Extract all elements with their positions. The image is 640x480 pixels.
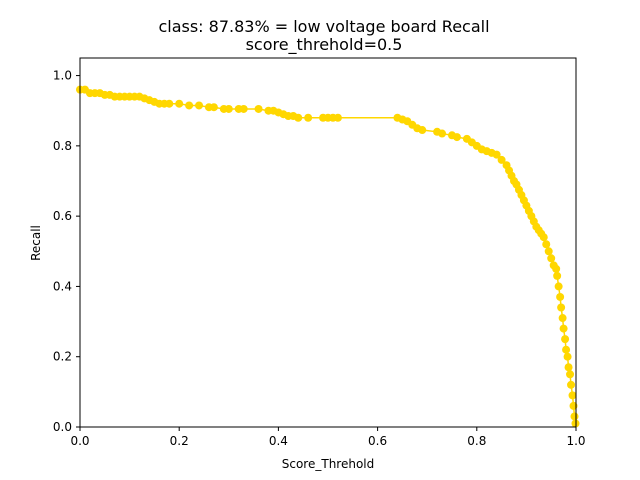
y-tick-label: 0.4 <box>53 279 72 293</box>
data-point <box>224 104 233 113</box>
data-point <box>570 412 579 421</box>
data-point <box>566 370 575 379</box>
x-tick-label: 0.6 <box>368 434 387 448</box>
data-point <box>542 240 551 249</box>
data-point <box>544 247 553 256</box>
data-point <box>492 150 501 159</box>
data-point <box>559 324 568 333</box>
data-point <box>418 126 427 135</box>
data-point <box>556 292 565 301</box>
y-tick-label: 0.8 <box>53 139 72 153</box>
data-point <box>547 254 556 263</box>
data-point <box>209 103 218 112</box>
data-point <box>254 104 263 113</box>
data-point <box>304 113 313 122</box>
data-point <box>438 129 447 138</box>
data-point <box>552 264 561 273</box>
data-point <box>568 391 577 400</box>
y-axis-label: Recall <box>29 225 43 261</box>
chart-subtitle: score_threhold=0.5 <box>246 35 403 55</box>
data-point <box>452 133 461 142</box>
plot-frame <box>79 57 577 428</box>
data-point <box>553 271 562 280</box>
data-point <box>165 99 174 108</box>
data-point <box>497 155 506 164</box>
data-point <box>239 104 248 113</box>
ticks-layer: 0.0 0.2 0.4 0.6 0.8 1.0 0.0 0.2 0.4 0.6 0.8 1.0 <box>53 69 586 448</box>
y-tick-label: 0.2 <box>53 350 72 364</box>
data-point <box>294 113 303 122</box>
series-layer <box>76 85 580 428</box>
y-tick-label: 0.0 <box>53 420 72 434</box>
data-point <box>561 335 570 344</box>
data-point <box>195 101 204 110</box>
x-tick-label: 0.2 <box>170 434 189 448</box>
plot-area <box>80 58 576 427</box>
data-point <box>175 99 184 108</box>
x-tick-label: 0.8 <box>467 434 486 448</box>
data-point <box>562 345 571 354</box>
data-point <box>557 303 566 312</box>
y-tick-label: 0.6 <box>53 209 72 223</box>
data-point <box>539 233 548 242</box>
data-point <box>563 352 572 361</box>
x-tick-label: 0.0 <box>70 434 89 448</box>
x-axis-label: Score_Threhold <box>282 457 375 471</box>
y-tick-label: 1.0 <box>53 69 72 83</box>
data-point <box>564 363 573 372</box>
data-point <box>333 113 342 122</box>
data-point <box>558 314 567 323</box>
x-tick-label: 0.4 <box>269 434 288 448</box>
data-point <box>554 282 563 291</box>
chart-title: class: 87.83% = low voltage board Recall <box>158 17 489 36</box>
x-tick-label: 1.0 <box>566 434 585 448</box>
data-point <box>567 380 576 389</box>
data-point <box>185 101 194 110</box>
